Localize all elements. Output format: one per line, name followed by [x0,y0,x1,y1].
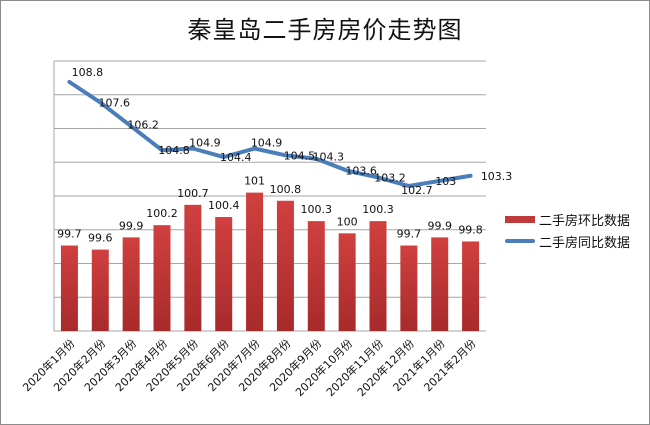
svg-text:99.8: 99.8 [458,223,483,236]
legend-label: 二手房环比数据 [539,213,631,229]
svg-text:104.4: 104.4 [220,151,252,164]
svg-text:104.9: 104.9 [189,136,221,149]
svg-text:100.3: 100.3 [301,203,333,216]
svg-text:106.2: 106.2 [127,118,159,131]
bar [400,245,418,331]
legend-label: 二手房同比数据 [539,235,631,251]
line-series [67,80,473,188]
svg-text:99.7: 99.7 [397,228,422,241]
chart-title: 秦皇岛二手房房价走势图 [187,16,463,44]
svg-text:104.9: 104.9 [251,136,283,149]
svg-text:103.3: 103.3 [481,170,513,183]
svg-text:100.4: 100.4 [208,199,240,212]
svg-text:108.8: 108.8 [72,66,104,79]
bar [122,237,140,331]
svg-text:103.2: 103.2 [374,171,406,184]
svg-text:102.7: 102.7 [401,184,433,197]
svg-text:99.9: 99.9 [427,219,452,232]
svg-text:103: 103 [435,175,456,188]
svg-text:99.7: 99.7 [57,228,82,241]
bar [215,217,233,331]
svg-text:104.5: 104.5 [284,149,316,162]
bar [369,221,387,331]
bar [307,221,325,331]
svg-text:100.8: 100.8 [270,183,302,196]
svg-text:104.8: 104.8 [158,144,190,157]
bar [91,249,109,331]
bar [462,241,480,331]
svg-text:100: 100 [337,215,358,228]
svg-text:100.7: 100.7 [177,187,209,200]
bar [60,245,78,331]
svg-text:99.9: 99.9 [119,219,144,232]
svg-text:107.6: 107.6 [99,96,131,109]
legend: 二手房环比数据 二手房同比数据 [505,208,630,252]
svg-text:99.6: 99.6 [88,232,113,245]
bar [246,192,264,331]
bar-swatch-icon [505,215,535,223]
svg-text:100.3: 100.3 [362,203,394,216]
svg-text:100.2: 100.2 [146,207,178,220]
bar [153,225,171,331]
svg-text:103.6: 103.6 [345,165,377,178]
data-labels: 99.7 99.699.9100.2100.7100.4101100.8100.3… [57,66,512,245]
bar [276,200,294,331]
x-axis-labels: 2020年1月份2020年2月份2020年3月份2020年4月份2020年5月份… [20,336,479,399]
legend-item-line[interactable]: 二手房同比数据 [505,230,630,252]
svg-text:101: 101 [244,175,265,188]
line-swatch-icon [505,239,535,243]
bar [431,237,449,331]
legend-item-bar[interactable]: 二手房环比数据 [505,208,630,230]
bar-series [60,192,480,331]
bar [184,204,202,331]
svg-text:104.3: 104.3 [313,151,345,164]
bar [338,233,356,331]
